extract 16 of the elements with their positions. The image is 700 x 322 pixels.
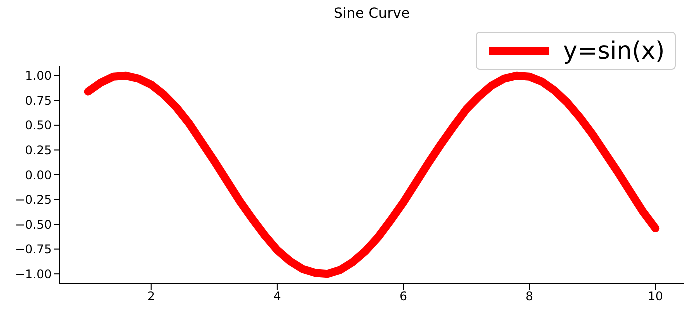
y-tick-label: −0.75 xyxy=(15,242,52,257)
y-tick-label: −1.00 xyxy=(15,267,52,282)
y-tick-label: 1.00 xyxy=(25,69,52,84)
x-tick-label: 6 xyxy=(400,290,408,304)
y-tick-label: 0.25 xyxy=(25,143,52,158)
x-tick-label: 8 xyxy=(526,290,534,304)
y-tick-label: 0.50 xyxy=(25,118,52,133)
y-tick-label: 0.00 xyxy=(25,168,52,182)
x-tick-label: 4 xyxy=(274,290,282,304)
y-tick-label: −0.50 xyxy=(15,218,52,232)
x-tick-label: 2 xyxy=(148,290,156,304)
legend-label: y=sin(x) xyxy=(563,37,665,65)
x-tick-label: 10 xyxy=(648,290,664,304)
chart-title: Sine Curve xyxy=(332,6,411,22)
y-tick-label: −0.25 xyxy=(15,193,52,208)
y-tick-label: 0.75 xyxy=(25,94,52,108)
